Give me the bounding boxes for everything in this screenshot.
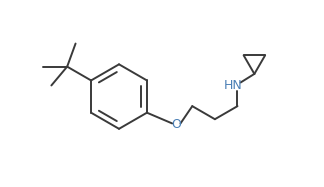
Text: O: O [172,119,181,131]
Text: HN: HN [224,79,243,92]
